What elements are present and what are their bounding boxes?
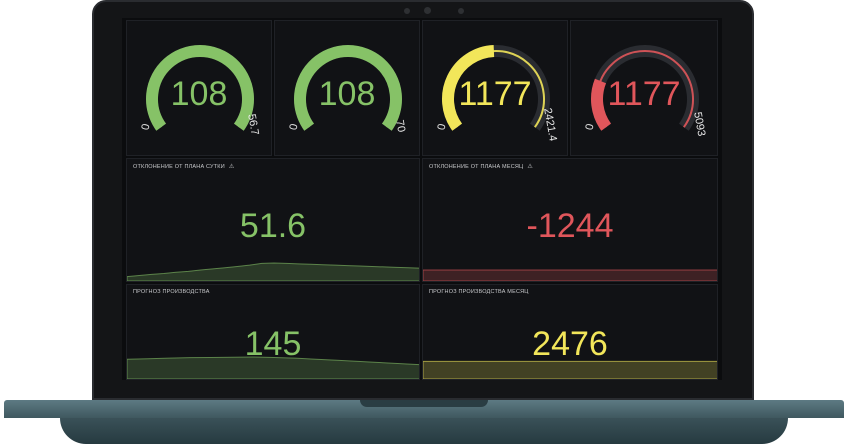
stat-panel-deviation-month[interactable]: ОТКЛОНЕНИЕ ОТ ПЛАНА МЕСЯЦ ⚠ -1244: [422, 158, 718, 282]
warning-icon[interactable]: ⚠: [228, 164, 235, 170]
stat-panel-deviation-day[interactable]: ОТКЛОНЕНИЕ ОТ ПЛАНА СУТКИ ⚠ 51.6: [126, 158, 420, 282]
stat-value: -1244: [526, 207, 614, 245]
panel-title: ОТКЛОНЕНИЕ ОТ ПЛАНА МЕСЯЦ: [429, 164, 524, 170]
gauge-value: 1177: [607, 75, 681, 113]
sparkline-area: [423, 360, 717, 379]
gauge-value: 108: [318, 75, 376, 113]
gauge-arc: [294, 45, 402, 131]
gauge-arc: [442, 45, 550, 131]
camera-icon: [424, 7, 431, 14]
sparkline-area: [127, 356, 419, 379]
stat-value: 2476: [532, 325, 608, 363]
sensor-dot: [404, 8, 410, 14]
sensor-dot: [458, 8, 464, 14]
gauge-arc: [591, 45, 699, 131]
sparkline: [127, 356, 419, 379]
panel-title-wrap: ПРОГНОЗ ПРОИЗВОДСТВА: [133, 289, 210, 295]
gauge-panel-4[interactable]: 1177 0 5093: [570, 20, 718, 156]
gauge-value: 108: [170, 75, 228, 113]
sparkline-area: [423, 269, 717, 281]
gauge-arc: [146, 45, 254, 131]
panel-title: ПРОГНОЗ ПРОИЗВОДСТВА МЕСЯЦ: [429, 289, 529, 295]
gauge-panel-1[interactable]: 108 0 56.7: [126, 20, 272, 156]
dashboard-screen: 108 0 56.7 108 0 70 1177 0 2421.4 1177 0…: [122, 18, 722, 380]
sparkline-area: [127, 262, 419, 281]
sparkline: [127, 262, 419, 281]
gauge-threshold-ring: [151, 50, 249, 128]
stat-panel-forecast[interactable]: ПРОГНОЗ ПРОИЗВОДСТВА 145: [126, 284, 420, 380]
laptop-base-front: [60, 418, 788, 444]
gauge-panel-2[interactable]: 108 0 70: [274, 20, 420, 156]
warning-icon[interactable]: ⚠: [527, 164, 533, 170]
sparkline: [423, 360, 717, 379]
stat-value: 145: [244, 325, 302, 363]
panel-title-wrap: ОТКЛОНЕНИЕ ОТ ПЛАНА МЕСЯЦ ⚠: [429, 163, 533, 170]
panel-title: ПРОГНОЗ ПРОИЗВОДСТВА: [133, 289, 210, 295]
gauge-threshold-ring: [447, 50, 545, 128]
laptop-base: [4, 400, 844, 418]
gauge-value: 1177: [458, 75, 532, 113]
panel-title-wrap: ПРОГНОЗ ПРОИЗВОДСТВА МЕСЯЦ: [429, 289, 529, 295]
gauge-threshold-ring: [299, 50, 397, 128]
gauge-threshold-ring: [596, 50, 694, 128]
sparkline: [423, 269, 717, 281]
gauge-max-label: 70: [393, 119, 408, 134]
stat-value: 51.6: [239, 207, 307, 245]
gauge-panel-3[interactable]: 1177 0 2421.4: [422, 20, 568, 156]
panel-title-wrap: ОТКЛОНЕНИЕ ОТ ПЛАНА СУТКИ ⚠: [133, 163, 234, 170]
laptop-hinge-notch: [360, 400, 488, 407]
stat-panel-forecast-month[interactable]: ПРОГНОЗ ПРОИЗВОДСТВА МЕСЯЦ 2476: [422, 284, 718, 380]
panel-title: ОТКЛОНЕНИЕ ОТ ПЛАНА СУТКИ: [133, 164, 225, 170]
